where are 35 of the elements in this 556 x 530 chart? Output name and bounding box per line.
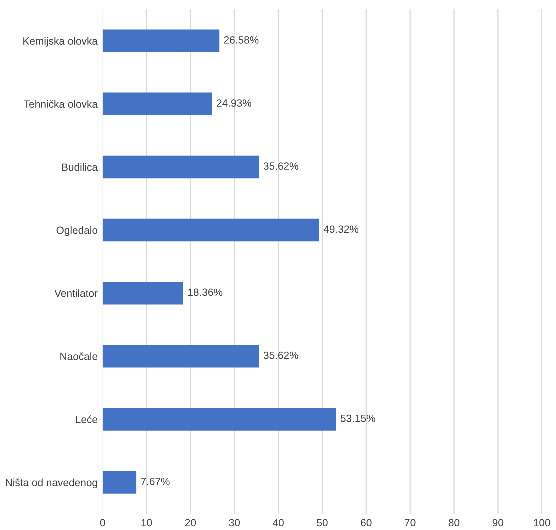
bar: [102, 218, 320, 242]
y-tick-label: Budilica: [62, 163, 98, 172]
x-tick-label: 70: [405, 519, 416, 527]
x-tick-label: 90: [492, 519, 504, 527]
x-tick-label: 100: [534, 519, 550, 527]
x-tick-label: 30: [229, 519, 240, 527]
y-tick-label: Kemijska olovka: [24, 37, 98, 48]
y-tick-label: Ventilator: [54, 290, 98, 298]
y-tick-label: Leće: [76, 416, 98, 424]
y-tick-label: Tehnička olovka: [24, 100, 98, 108]
data-label: 53.15%: [340, 414, 376, 422]
data-label: 24.93%: [217, 100, 252, 107]
x-tick-label: 0: [100, 519, 106, 527]
data-label: 35.62%: [264, 162, 298, 170]
data-label: 35.62%: [264, 352, 298, 360]
x-tick-label: 20: [185, 519, 196, 527]
bar: [102, 471, 137, 494]
x-tick-label: 80: [448, 519, 460, 527]
data-label: 18.36%: [188, 288, 223, 296]
y-tick-label: Naočale: [60, 352, 98, 360]
y-tick-label: Ništa od navedenog: [6, 478, 98, 489]
bar: [102, 408, 336, 431]
bar: [102, 92, 212, 116]
bar: [102, 345, 260, 368]
y-tick-label: Ogledalo: [56, 226, 98, 236]
x-tick-label: 50: [317, 519, 328, 527]
x-tick-label: 10: [142, 519, 152, 527]
bar: [102, 282, 184, 305]
data-label: 7.67%: [141, 478, 170, 486]
bar: [102, 156, 260, 179]
x-tick-label: 60: [361, 519, 372, 527]
x-tick-label: 40: [273, 519, 284, 527]
data-label: 26.58%: [224, 36, 259, 44]
bar: [102, 30, 220, 52]
data-label: 49.32%: [324, 226, 359, 234]
